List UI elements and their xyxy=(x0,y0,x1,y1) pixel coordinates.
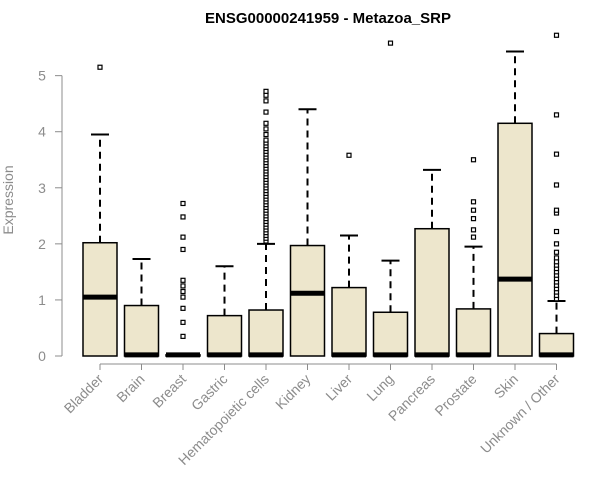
x-tick-label: Kidney xyxy=(272,371,314,413)
box xyxy=(414,227,450,357)
outlier-point xyxy=(263,137,269,143)
outlier-point xyxy=(180,283,186,289)
outlier-point xyxy=(553,207,560,213)
outlier-point xyxy=(553,241,560,247)
outlier-point xyxy=(180,305,186,311)
outlier-point xyxy=(263,126,269,132)
box xyxy=(289,244,326,357)
y-axis-label: Expression xyxy=(0,165,16,234)
x-tick-label: Unknown / Other xyxy=(477,371,563,457)
chart-title: ENSG00000241959 - Metazoa_SRP xyxy=(205,10,451,27)
outlier-point xyxy=(97,64,103,70)
box xyxy=(455,308,492,357)
y-tick-label: 3 xyxy=(38,180,46,196)
outlier-point xyxy=(263,98,269,104)
outlier-point xyxy=(180,234,186,240)
outlier-point xyxy=(553,32,560,38)
outlier-point xyxy=(553,112,560,118)
box xyxy=(206,314,243,357)
y-tick-label: 1 xyxy=(38,292,46,308)
outlier-point xyxy=(263,88,269,94)
y-tick-label: 4 xyxy=(38,124,46,140)
x-tick-label: Liver xyxy=(322,371,355,404)
x-tick-label: Skin xyxy=(491,371,522,402)
box-group xyxy=(538,32,575,358)
outlier-point xyxy=(470,157,477,163)
outlier-point xyxy=(263,120,269,126)
outlier-point xyxy=(263,131,269,138)
x-tick-label: Prostate xyxy=(431,371,479,419)
outlier-point xyxy=(180,200,186,207)
outlier-point xyxy=(470,199,477,205)
box-group xyxy=(123,257,160,358)
x-tick-label: Bladder xyxy=(61,371,107,417)
box-group xyxy=(372,40,409,358)
outlier-point xyxy=(470,216,477,222)
outlier-point xyxy=(387,40,394,46)
outlier-point xyxy=(263,109,269,115)
outlier-point xyxy=(553,228,560,235)
box xyxy=(331,286,367,357)
outlier-point xyxy=(180,246,186,253)
y-tick-label: 2 xyxy=(38,236,46,252)
outlier-point xyxy=(470,207,477,213)
box-group xyxy=(206,265,243,358)
boxes-layer xyxy=(82,32,575,358)
box-group xyxy=(497,50,533,357)
y-tick-label: 5 xyxy=(38,68,46,84)
x-tick-label: Brain xyxy=(113,371,147,405)
outlier-point xyxy=(346,152,352,158)
box-group xyxy=(165,200,201,358)
box xyxy=(123,304,160,357)
outlier-point xyxy=(180,214,186,220)
outlier-point xyxy=(553,151,560,157)
outlier-point xyxy=(470,234,477,240)
box-group xyxy=(289,108,326,357)
outlier-point xyxy=(180,288,186,295)
outlier-point xyxy=(180,277,186,283)
y-axis: 0 1 2 3 4 5 xyxy=(38,68,63,364)
box-group xyxy=(414,168,450,358)
box xyxy=(372,311,409,357)
y-tick-label: 0 xyxy=(38,348,46,364)
box xyxy=(248,309,284,357)
outlier-point xyxy=(180,319,186,325)
outlier-point xyxy=(553,249,560,255)
box-group xyxy=(455,157,492,358)
x-tick-label: Breast xyxy=(149,371,189,411)
x-tick-label: Lung xyxy=(363,371,396,404)
box-group xyxy=(82,64,118,357)
box xyxy=(497,122,533,357)
outlier-point xyxy=(470,227,477,233)
outlier-point xyxy=(180,294,186,300)
outlier-point xyxy=(180,333,186,339)
outlier-point xyxy=(553,255,560,261)
box-group xyxy=(248,88,284,358)
outlier-point xyxy=(553,182,560,188)
box-group xyxy=(331,152,367,358)
